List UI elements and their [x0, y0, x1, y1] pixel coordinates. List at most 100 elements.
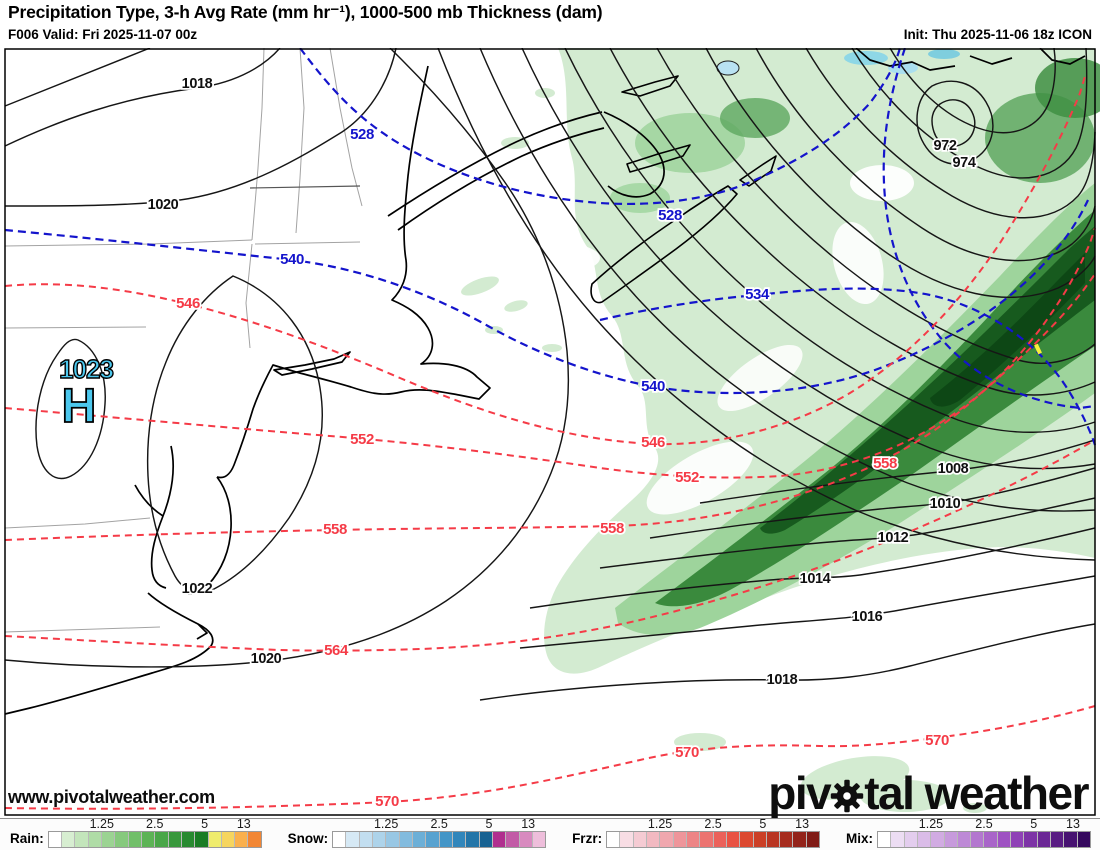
- legend-color-cell: [793, 832, 807, 847]
- legend-color-cell: [647, 832, 661, 847]
- legend-color-cell: [1064, 832, 1078, 847]
- map-border: [4, 48, 1096, 816]
- legend-color-cell: [88, 832, 102, 847]
- legend-color-cell: [492, 832, 507, 847]
- legend-tick-label: 1.25: [373, 817, 399, 831]
- thickness-label-red: 552: [350, 431, 374, 448]
- legend-color-cell: [766, 832, 781, 847]
- legend-ticks: 1.25 2.5 5 13: [878, 817, 1090, 831]
- pressure-label: 1022: [182, 581, 213, 597]
- legend-color-cell: [660, 832, 674, 847]
- legend-tick-label: 13: [795, 817, 810, 831]
- legend-label: Mix:: [845, 831, 873, 846]
- legend-color-cell: [931, 832, 945, 847]
- legend-color-cell: [1077, 832, 1090, 847]
- legend-color-cell: [62, 832, 76, 847]
- gear-icon: [830, 779, 864, 813]
- thickness-label-blue: 528: [350, 126, 374, 143]
- pressure-label: 974: [953, 155, 976, 171]
- legend-color-cell: [700, 832, 714, 847]
- thickness-label-red: 558: [323, 521, 347, 538]
- coastlines: [4, 48, 1086, 715]
- legend-group-snow: Snow: 1.25 2.5 5 13: [288, 817, 547, 850]
- thickness-label-red: 564: [324, 642, 349, 659]
- legend-group-frzr: Frzr: 1.25 2.5 5 13: [572, 817, 821, 850]
- legend-color-cell: [386, 832, 400, 847]
- legend-color-cell: [971, 832, 985, 847]
- legend-tick-label: 1.25: [918, 817, 944, 831]
- legend-color-cell: [713, 832, 727, 847]
- legend-color-cell: [997, 832, 1012, 847]
- map-header: Precipitation Type, 3-h Avg Rate (mm hr⁻…: [0, 0, 1100, 48]
- legend-colorbar: 1.25 2.5 5 13: [606, 817, 821, 848]
- legend-color-cell: [439, 832, 453, 847]
- legend-color-cell: [168, 832, 182, 847]
- thickness-label-red: 558: [600, 520, 624, 537]
- legend-tick-label: 2.5: [430, 817, 448, 831]
- legend-color-scale: [606, 831, 821, 848]
- legend-color-cell: [426, 832, 440, 847]
- thickness-contours-blue: [4, 48, 1097, 446]
- legend-color-cell: [248, 832, 261, 847]
- legend-color-cell: [944, 832, 958, 847]
- legend-color-cell: [532, 832, 546, 847]
- pressure-label: 1014: [800, 571, 831, 587]
- legend-color-cell: [917, 832, 932, 847]
- legend-color-scale: [332, 831, 547, 848]
- pressure-label: 1018: [182, 76, 213, 92]
- legend-tick-label: 1.25: [89, 817, 114, 831]
- legend-tick-label: 2.5: [975, 817, 993, 831]
- pressure-contours: [4, 48, 1096, 701]
- legend-color-cell: [155, 832, 169, 847]
- init-time-label: Init: Thu 2025-11-06 18z ICON: [903, 27, 1092, 42]
- legend-color-cell: [102, 832, 116, 847]
- legend-color-cell: [399, 832, 414, 847]
- legend-color-cell: [1011, 832, 1025, 847]
- legend-group-mix: Mix: 1.25 2.5 5 13: [845, 817, 1091, 850]
- thickness-label-blue: 528: [658, 207, 682, 224]
- legend-color-cell: [373, 832, 387, 847]
- freezing-rain-mark: [1034, 343, 1042, 355]
- state-borders: [4, 48, 363, 633]
- legend-label: Frzr:: [572, 831, 603, 846]
- pressure-label: 1016: [852, 609, 883, 625]
- thickness-label-red: 552: [675, 469, 699, 486]
- precip-rate-legend: Rain: 1.25 2.5 5 13 Snow: 1.25 2.5 5 13 Frzr: 1.25 2…: [0, 817, 1100, 850]
- legend-color-cell: [479, 832, 493, 847]
- legend-color-cell: [1051, 832, 1065, 847]
- legend-tick-label: 5: [485, 817, 493, 831]
- legend-label: Rain:: [10, 831, 44, 846]
- legend-color-cell: [128, 832, 142, 847]
- legend-color-cell: [984, 832, 998, 847]
- legend-ticks: 1.25 2.5 5 13: [49, 817, 261, 831]
- legend-color-cell: [1024, 832, 1038, 847]
- thickness-contours-red: [4, 72, 1096, 810]
- legend-tick-label: 5: [201, 817, 209, 831]
- legend-color-cell: [452, 832, 467, 847]
- legend-color-scale: [47, 831, 262, 848]
- thickness-label-red: 570: [375, 793, 399, 810]
- watermark-url: www.pivotalweather.com: [8, 787, 215, 807]
- legend-color-cell: [753, 832, 767, 847]
- legend-color-cell: [726, 832, 741, 847]
- islands: [590, 75, 777, 304]
- legend-color-cell: [740, 832, 754, 847]
- legend-color-cell: [235, 832, 249, 847]
- high-value-label: 1023: [59, 354, 113, 384]
- legend-color-cell: [904, 832, 918, 847]
- legend-color-cell: [780, 832, 794, 847]
- legend-color-cell: [413, 832, 427, 847]
- legend-color-cell: [333, 832, 347, 847]
- legend-tick-label: 2.5: [146, 817, 164, 831]
- pressure-label: 1008: [938, 461, 969, 477]
- legend-color-cell: [673, 832, 687, 847]
- thickness-label-red: 570: [925, 732, 949, 749]
- page-title: Precipitation Type, 3-h Avg Rate (mm hr⁻…: [8, 2, 603, 22]
- thickness-label-red: 570: [675, 744, 699, 761]
- logo-text-left: piv: [768, 767, 831, 819]
- legend-tick-label: 5: [759, 817, 767, 831]
- legend-color-cell: [181, 832, 196, 847]
- legend-tick-label: 13: [236, 817, 251, 831]
